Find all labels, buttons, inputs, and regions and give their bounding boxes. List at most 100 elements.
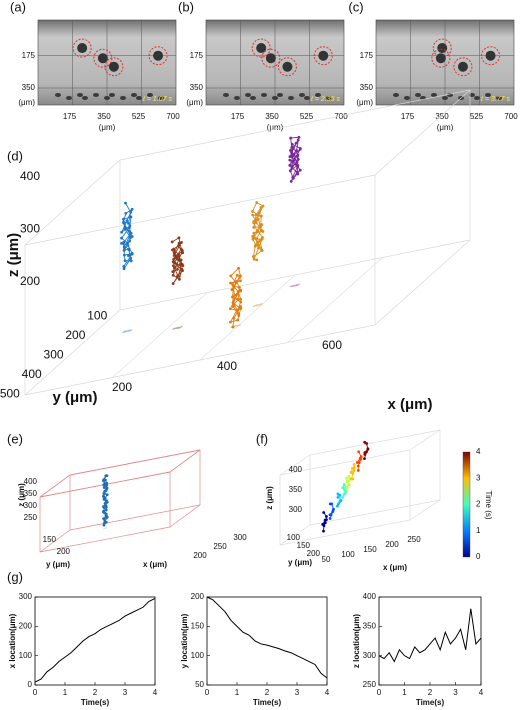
label: 50 [322, 555, 331, 564]
debris [104, 96, 110, 100]
grid-3d [287, 257, 383, 343]
track-point [322, 529, 325, 533]
track-point [363, 440, 367, 444]
track-point [229, 320, 232, 324]
track-point [255, 201, 259, 204]
debris [496, 96, 502, 100]
label: 4 [476, 447, 481, 456]
debris [474, 96, 480, 100]
label: t = 1.07 s [143, 96, 172, 103]
label: 300 [19, 592, 33, 601]
label: 300 [289, 505, 303, 514]
track-point [102, 517, 106, 521]
debris [66, 96, 72, 100]
label: 350 [190, 83, 204, 92]
particle [437, 43, 448, 54]
track-point [124, 201, 127, 205]
track-point [329, 513, 333, 517]
track-point [356, 464, 360, 468]
track-point [179, 262, 183, 266]
box-edge [69, 449, 201, 476]
track [230, 324, 241, 329]
label: 3 [295, 688, 300, 697]
track-point [231, 304, 235, 308]
plot-frame [378, 596, 482, 686]
track-point [122, 217, 125, 221]
debris [442, 96, 448, 100]
label: 350 [363, 621, 377, 630]
track-point [342, 483, 346, 486]
track-point [181, 251, 185, 255]
label: 250 [24, 513, 38, 522]
debris [158, 96, 164, 100]
box-edge [24, 174, 376, 246]
track-point [171, 248, 174, 252]
box-edge [409, 429, 441, 451]
tracked-ring [251, 38, 271, 58]
track-point [261, 236, 264, 239]
track-point [260, 248, 263, 252]
track-point [298, 146, 302, 150]
box-edge [24, 309, 121, 396]
debris [77, 93, 83, 97]
label: (μm) [99, 123, 116, 132]
label: 200 [385, 540, 399, 549]
label: 350 [360, 83, 374, 92]
track-point [350, 477, 353, 481]
track-point [104, 508, 108, 512]
track-point [343, 488, 346, 492]
track-point [129, 231, 133, 235]
box-edge [39, 474, 71, 498]
track-point [344, 490, 348, 493]
label: Time(s) [416, 698, 445, 707]
track-point [229, 281, 232, 285]
particle [97, 53, 108, 64]
track [289, 283, 301, 288]
tracked-ring [261, 48, 281, 68]
track [172, 325, 183, 330]
box-edge [279, 519, 411, 546]
debris [147, 93, 153, 97]
track-point [123, 259, 127, 263]
tracked-ring [72, 38, 92, 58]
label: 300 [44, 348, 64, 362]
track-point [289, 148, 292, 152]
label: 175 [63, 112, 77, 121]
debris [82, 96, 88, 100]
track-point [102, 494, 105, 498]
track-point [231, 283, 235, 286]
track-point [291, 160, 295, 164]
debris [120, 96, 126, 100]
label: Time(s) [81, 698, 110, 707]
track-point [102, 509, 106, 513]
tracked-ring [453, 57, 473, 77]
label: 350 [435, 112, 449, 121]
label: 400 [20, 169, 40, 183]
debris [250, 96, 256, 100]
label: 300 [363, 651, 377, 660]
particle [265, 53, 276, 64]
track-point [102, 492, 106, 495]
label: 200 [19, 621, 33, 630]
track-point [172, 253, 176, 257]
track-point [170, 240, 174, 244]
track-point [130, 252, 134, 255]
track-point [130, 207, 134, 211]
label: y (μm) [288, 558, 312, 567]
track-point [123, 225, 127, 229]
label: 2 [428, 688, 433, 697]
track-point [129, 256, 133, 260]
track-point [261, 204, 265, 208]
track-point [239, 289, 242, 293]
track-point [251, 255, 255, 258]
track-point [104, 504, 108, 508]
track-point [173, 266, 176, 270]
track-point [234, 281, 238, 285]
track-point [179, 247, 183, 251]
label: 500 [0, 387, 20, 401]
label: (c) [348, 0, 363, 14]
label: 4 [479, 688, 484, 697]
track-point [122, 264, 126, 268]
label: y (μm) [46, 560, 70, 569]
